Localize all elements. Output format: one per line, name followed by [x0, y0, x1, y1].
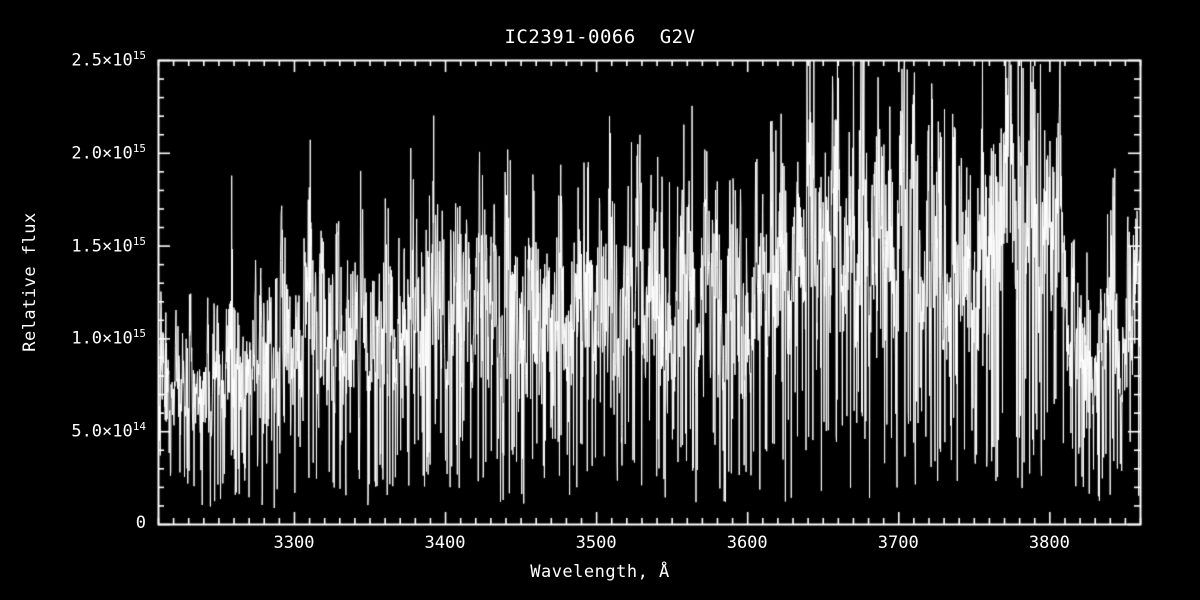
x-tick-label: 3700 [877, 533, 919, 553]
y-tick-label: 2.5×1015 [71, 49, 146, 71]
x-tick-label: 3500 [575, 533, 617, 553]
x-tick-label: 3800 [1028, 533, 1070, 553]
page-title: IC2391-0066 G2V [504, 26, 696, 48]
y-tick-label: 2.0×1015 [71, 141, 146, 164]
y-tick-label: 0 [135, 513, 146, 533]
x-tick-label: 3300 [273, 533, 315, 553]
x-tick-label: 3600 [726, 533, 768, 553]
y-tick-label: 1.0×1015 [71, 327, 146, 350]
x-tick-label: 3400 [424, 533, 466, 553]
x-axis-title: Wavelength, Å [530, 562, 670, 582]
y-tick-label: 1.5×1015 [71, 234, 146, 257]
y-tick-label: 5.0×1014 [71, 420, 146, 442]
